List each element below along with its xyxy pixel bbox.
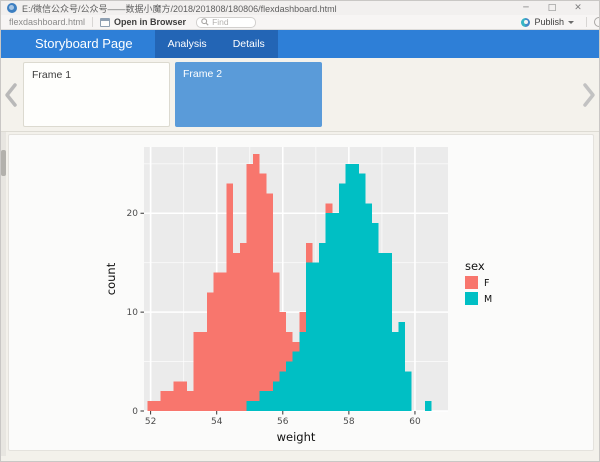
svg-text:0: 0 (132, 407, 138, 417)
svg-text:F: F (484, 278, 489, 289)
dashboard-navbar: Storyboard Page Analysis Details (1, 30, 599, 58)
chevron-right-icon[interactable] (581, 82, 597, 108)
refresh-icon[interactable] (594, 17, 599, 27)
window-title: E:/微信公众号/公众号——数据小魔方/2018/201808/180806/f… (22, 3, 337, 14)
svg-text:52: 52 (145, 417, 156, 427)
svg-text:weight: weight (277, 430, 316, 444)
histogram-chart: 52 54 56 58 60 0 10 20 weight count sex FM (104, 147, 492, 444)
publish-dropdown-caret[interactable] (568, 20, 574, 24)
frame-2-label: Frame 2 (183, 68, 223, 80)
toolbar-right: Publish (521, 17, 599, 27)
tab-details[interactable]: Details (232, 38, 265, 50)
window-controls: ─ □ ✕ (513, 1, 591, 15)
navbar-brand-storyboard-page[interactable]: Storyboard Page (35, 36, 133, 51)
storyboard-frame-1[interactable]: Frame 1 (23, 62, 170, 127)
open-in-browser-label: Open in Browser (114, 17, 187, 27)
find-box (196, 16, 257, 28)
browser-window-icon (100, 17, 111, 27)
left-scrollbar (1, 132, 6, 456)
app-icon (7, 3, 17, 13)
main-content: 52 54 56 58 60 0 10 20 weight count sex F M (1, 132, 599, 461)
minimize-button[interactable]: ─ (523, 3, 529, 13)
chevron-left-icon[interactable] (3, 82, 19, 108)
file-tab-label: flexdashboard.html (9, 17, 86, 27)
frame-1-label: Frame 1 (32, 69, 72, 81)
svg-text:20: 20 (127, 209, 139, 219)
titlebar: E:/微信公众号/公众号——数据小魔方/2018/201808/180806/f… (1, 1, 599, 15)
svg-text:54: 54 (211, 417, 223, 427)
svg-text:M: M (484, 294, 492, 305)
navbar-pages-group: Analysis Details (154, 30, 278, 58)
svg-text:10: 10 (127, 308, 139, 318)
tab-analysis[interactable]: Analysis (167, 38, 207, 50)
publish-button[interactable]: Publish (521, 17, 579, 27)
maximize-button[interactable]: □ (547, 3, 557, 13)
toolbar-separator (586, 17, 587, 27)
svg-text:58: 58 (343, 417, 355, 427)
storyboard-strip: Frame 1 Frame 2 (1, 58, 599, 132)
svg-text:count: count (104, 262, 118, 295)
publish-label: Publish (534, 17, 564, 27)
svg-text:60: 60 (409, 417, 421, 427)
open-in-browser-button[interactable]: Open in Browser (100, 17, 186, 27)
storyboard-frame-2-selected[interactable]: Frame 2 (175, 62, 322, 127)
svg-text:56: 56 (277, 417, 289, 427)
find-input[interactable] (212, 17, 252, 27)
svg-text:sex: sex (465, 259, 485, 273)
toolbar-separator (92, 17, 94, 27)
publish-swirl-icon (521, 17, 531, 27)
left-scrollbar-thumb[interactable] (1, 150, 6, 176)
toolbar: flexdashboard.html Open in Browser Publi… (1, 15, 599, 30)
close-button[interactable]: ✕ (574, 3, 582, 13)
magnifier-icon (201, 18, 209, 26)
